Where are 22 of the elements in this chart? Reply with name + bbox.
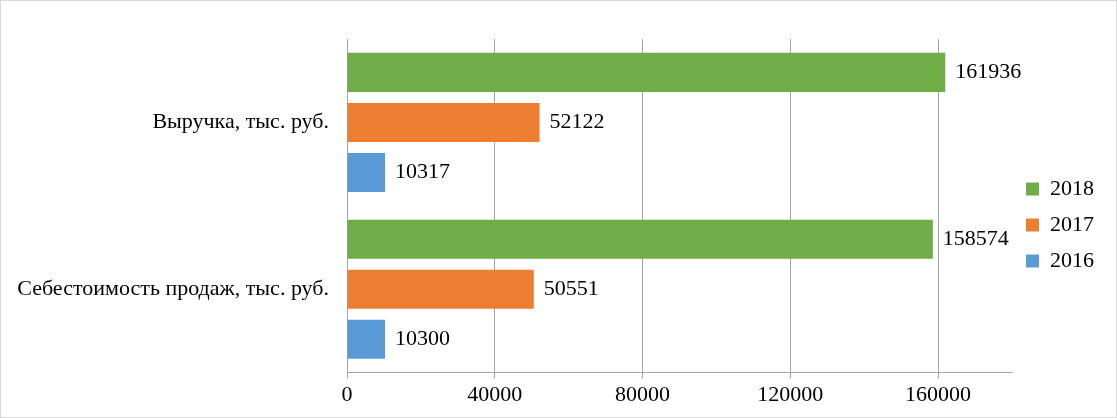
legend-label: 2016: [1050, 246, 1094, 272]
x-tick-label: 120000: [757, 380, 824, 406]
x-tick-label: 160000: [905, 380, 972, 406]
data-label: 52122: [549, 108, 605, 134]
data-label: 158574: [942, 224, 1009, 250]
bar: [347, 269, 534, 309]
bar: [347, 319, 386, 359]
y-tick-label: Выручка, тыс. руб.: [152, 108, 329, 134]
data-label: 161936: [955, 58, 1022, 84]
data-label: 50551: [543, 274, 599, 300]
x-tick-label: 40000: [467, 380, 523, 406]
bar: [347, 52, 946, 92]
legend-label: 2018: [1050, 174, 1094, 200]
legend-label: 2017: [1050, 210, 1094, 236]
y-tick-label: Себестоимость продаж, тыс. руб.: [17, 274, 329, 300]
x-tick-label: 0: [341, 380, 353, 406]
data-label: 10317: [395, 158, 451, 184]
bar: [347, 219, 933, 259]
x-tick-label: 80000: [615, 380, 671, 406]
bar: [347, 152, 386, 192]
data-label: 10300: [395, 325, 451, 351]
bar: [347, 102, 540, 142]
